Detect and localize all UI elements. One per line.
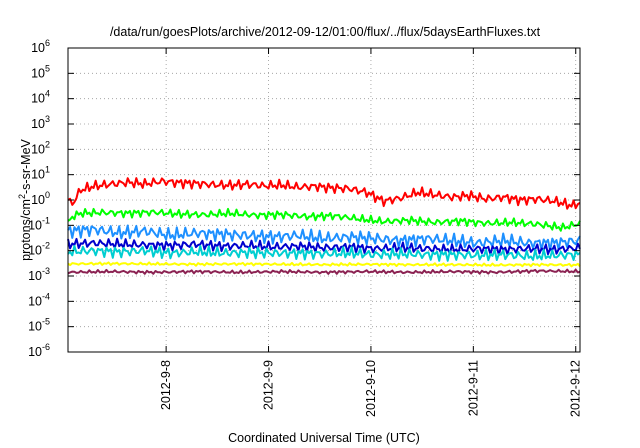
y-tick-base: 10 (31, 193, 45, 207)
x-tick-label: 2012-9-8 (159, 360, 173, 410)
x-tick-label: 2012-9-12 (569, 360, 583, 417)
series-line-3 (67, 224, 581, 252)
series-line-1 (67, 177, 581, 210)
y-tick-exp: -1 (42, 215, 50, 225)
x-tick-label: 2012-9-11 (466, 360, 480, 416)
y-tick-label: 104 (31, 89, 50, 106)
y-tick-label: 102 (31, 139, 50, 156)
y-tick-label: 10-5 (28, 317, 50, 334)
y-tick-base: 10 (31, 117, 45, 131)
series-line-5 (67, 244, 581, 262)
grid (68, 48, 580, 352)
y-tick-exp: 1 (45, 165, 50, 175)
y-tick-label: 106 (31, 38, 50, 55)
y-tick-exp: -3 (42, 266, 50, 276)
y-tick-label: 10-1 (28, 215, 50, 232)
y-tick-label: 103 (31, 114, 50, 131)
y-tick-label: 101 (31, 165, 50, 182)
y-axis-label-sup: 2 (17, 194, 27, 199)
y-tick-base: 10 (31, 168, 45, 182)
y-tick-label: 105 (31, 63, 50, 80)
y-tick-base: 10 (31, 142, 45, 156)
series-line-2 (67, 207, 581, 232)
y-tick-exp: -5 (42, 317, 50, 327)
y-tick-exp: 2 (45, 139, 50, 149)
y-tick-base: 10 (31, 66, 45, 80)
x-axis-ticks: 2012-9-8 2012-9-9 2012-9-10 2012-9-11 2012-9… (159, 48, 583, 417)
y-tick-base: 10 (28, 244, 42, 258)
x-tick-label: 2012-9-10 (364, 360, 378, 417)
y-tick-base: 10 (28, 320, 42, 334)
y-tick-label: 10-3 (28, 266, 50, 283)
y-tick-exp: -2 (42, 241, 50, 251)
y-tick-base: 10 (31, 92, 45, 106)
y-tick-exp: -4 (42, 291, 50, 301)
y-tick-exp: 0 (45, 190, 50, 200)
y-axis-label-rest: -s-sr-MeV (19, 138, 33, 194)
series-line-7 (67, 268, 581, 275)
y-tick-exp: 4 (45, 89, 50, 99)
y-tick-exp: 5 (45, 63, 50, 73)
y-tick-exp: 3 (45, 114, 50, 124)
y-tick-base: 10 (28, 218, 42, 232)
y-tick-exp: -6 (42, 342, 50, 352)
y-tick-label: 10-2 (28, 241, 50, 258)
y-axis-ticks: 10-610-510-410-310-210-11001011021031041… (28, 38, 580, 359)
y-axis-label-main: protons/cm (19, 199, 33, 261)
x-tick-label: 2012-9-9 (262, 360, 276, 410)
y-tick-base: 10 (31, 41, 45, 55)
y-axis-label: protons/cm2-s-sr-MeV (17, 138, 33, 260)
chart-title: /data/run/goesPlots/archive/2012-09-12/0… (110, 25, 541, 39)
y-tick-label: 10-6 (28, 342, 50, 359)
series-line-6 (67, 261, 581, 268)
y-tick-exp: 6 (45, 38, 50, 48)
series-group (67, 177, 581, 275)
y-tick-base: 10 (28, 269, 42, 283)
x-axis-label: Coordinated Universal Time (UTC) (228, 431, 420, 445)
y-tick-label: 100 (31, 190, 50, 207)
y-tick-base: 10 (28, 294, 42, 308)
y-tick-label: 10-4 (28, 291, 50, 308)
y-tick-base: 10 (28, 345, 42, 359)
